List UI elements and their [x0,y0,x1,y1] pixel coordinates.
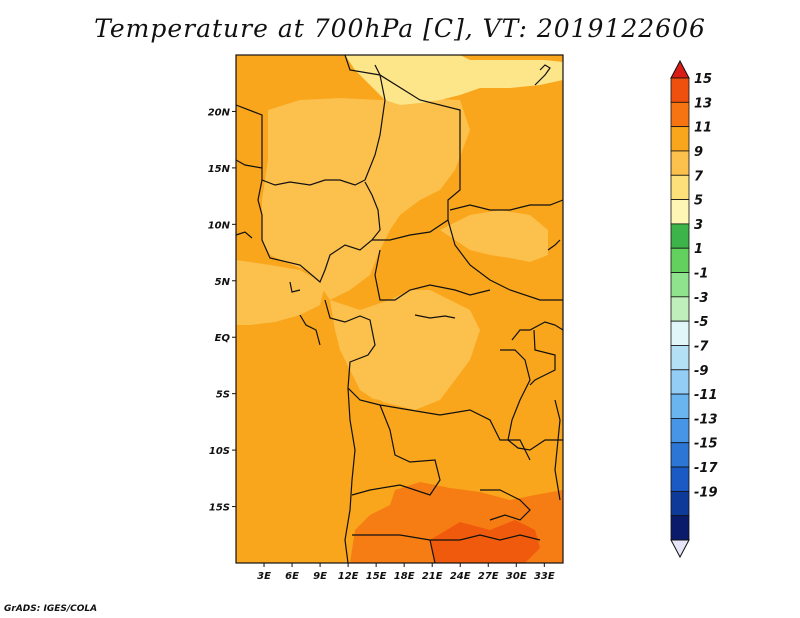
colorbar-top-triangle [670,59,690,79]
map-frame [235,54,564,564]
colorbar-label: 13 [694,96,712,111]
colorbar-segment [670,320,690,346]
colorbar-segment [670,345,690,371]
lon-tick-label: 27E [478,571,499,582]
lon-tick-label: 12E [338,571,359,582]
lat-tick-label: 20N [208,107,231,118]
country-boundaries [235,54,564,564]
colorbar-label: 11 [694,121,712,136]
colorbar-segment [670,393,690,419]
colorbar-label: -15 [694,437,718,452]
colorbar-segment [670,150,690,176]
colorbar-label: 3 [694,218,703,233]
latitude-axis: 20N 15N 10N 5N EQ 5S 10S 15S [208,107,236,514]
colorbar-label: 7 [694,169,704,184]
colorbar-segment [670,174,690,200]
colorbar-segment [670,247,690,273]
colorbar-label: -3 [694,291,708,306]
colorbar-segment [670,199,690,225]
colorbar-segment [670,515,690,541]
lat-tick-label: 15N [208,164,231,175]
colorbar-label: -5 [694,315,708,330]
temperature-zone-5-7 [345,55,563,105]
lat-tick-label: EQ [215,333,231,344]
lat-tick-label: 5S [216,390,230,401]
colorbar-segment [670,369,690,395]
map-plot-area: 20N 15N 10N 5N EQ 5S 10S 15S 3E 6E 9E 12E 15E 18E 21E… [208,54,564,582]
colorbar-segment [670,101,690,128]
colorbar-labels: 15 13 11 9 7 5 3 1 -1 -3 -5 -7 -9 -11 -13 -15 -17 -19 [694,72,718,500]
temperature-zone-7-9 [236,260,325,325]
colorbar: 15 13 11 9 7 5 3 1 -1 -3 -5 -7 -9 -11 -13 -15 -17 -19 [670,59,718,559]
colorbar-segment [670,466,690,492]
colorbar-segment [670,296,690,322]
lon-tick-label: 3E [257,571,271,582]
lon-tick-label: 18E [394,571,415,582]
colorbar-segment [670,490,690,517]
lat-tick-label: 10N [208,220,231,231]
temperature-zone-7-9 [330,290,480,410]
colorbar-label: -7 [694,339,709,354]
lon-tick-label: 15E [366,571,387,582]
credit-text: GrADS: IGES/COLA [4,604,98,614]
colorbar-label: 15 [694,72,712,87]
colorbar-label: -13 [694,412,718,427]
lat-tick-label: 15S [209,503,230,514]
lon-tick-label: 24E [450,571,471,582]
colorbar-label: -9 [694,364,708,379]
colorbar-label: -17 [694,461,718,476]
map-title: Temperature at 700hPa [C], VT: 201912260… [94,14,706,43]
colorbar-segment [670,126,690,152]
colorbar-segment [670,442,690,468]
temperature-zone-13-15 [430,520,540,563]
colorbar-label: 5 [694,194,703,209]
lat-tick-label: 10S [209,446,230,457]
colorbar-label: 9 [694,145,703,160]
temperature-zone-7-9 [262,98,470,300]
colorbar-segment [670,272,690,298]
lon-tick-label: 9E [313,571,327,582]
lon-tick-label: 33E [534,571,555,582]
lon-tick-label: 6E [285,571,299,582]
colorbar-bottom-triangle [670,539,690,559]
colorbar-label: 1 [694,242,703,257]
longitude-axis: 3E 6E 9E 12E 15E 18E 21E 24E 27E 30E 33E [257,563,555,582]
colorbar-segments [670,77,690,541]
temperature-zone-7-9 [440,210,548,262]
colorbar-segment [670,418,690,444]
colorbar-label: -1 [694,267,708,282]
lat-tick-label: 5N [215,277,231,288]
colorbar-label: -11 [694,388,718,403]
colorbar-label: -19 [694,485,718,500]
colorbar-segment [670,77,690,103]
lon-tick-label: 21E [422,571,443,582]
lon-tick-label: 30E [506,571,527,582]
colorbar-segment [670,223,690,249]
